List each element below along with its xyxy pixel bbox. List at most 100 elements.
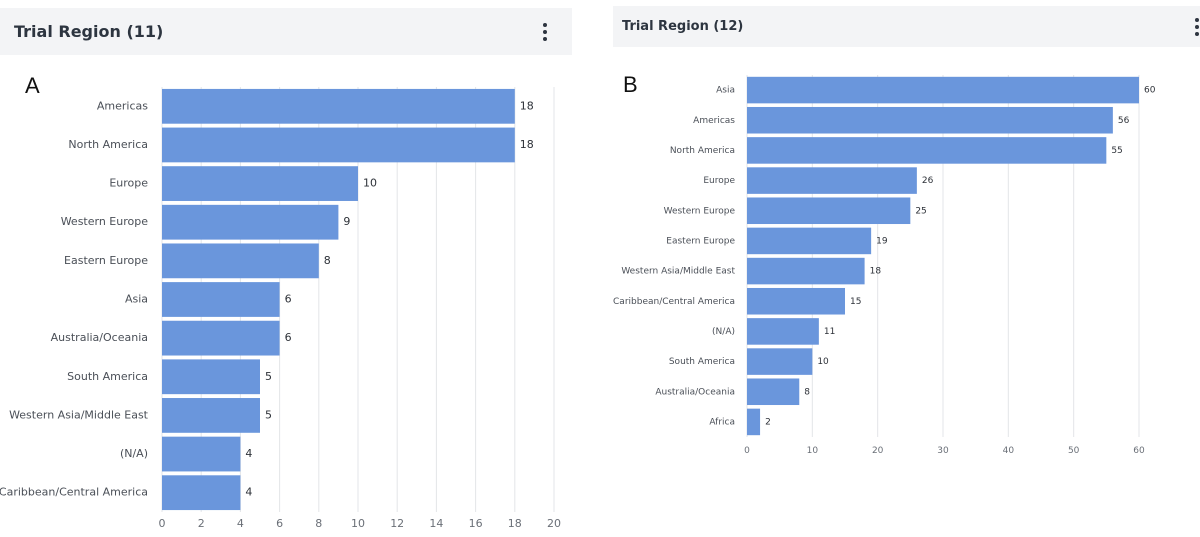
bar	[162, 398, 260, 433]
bar	[162, 204, 339, 240]
data-label: 55	[1111, 146, 1122, 156]
x-tick-label: 20	[547, 517, 561, 530]
x-tick-label: 12	[390, 517, 404, 530]
x-tick-label: 16	[469, 517, 483, 530]
x-tick-label: 14	[429, 517, 443, 530]
category-label: (N/A)	[120, 447, 148, 460]
bar	[747, 197, 911, 225]
category-label: North America	[670, 146, 735, 156]
bar	[162, 88, 515, 124]
data-label: 5	[265, 370, 272, 383]
bar	[747, 137, 1107, 164]
data-label: 25	[915, 206, 926, 216]
x-tick-label: 8	[315, 517, 322, 530]
category-label: Australia/Oceania	[51, 331, 148, 344]
x-tick-label: 10	[807, 446, 819, 456]
category-label: Western Asia/Middle East	[621, 267, 735, 277]
category-label: Americas	[693, 116, 735, 126]
data-label: 6	[285, 293, 292, 306]
category-label: Asia	[125, 293, 148, 306]
data-label: 11	[824, 327, 835, 337]
category-label: Eastern Europe	[64, 254, 148, 267]
x-tick-label: 30	[937, 446, 949, 456]
data-label: 6	[285, 331, 292, 344]
chart-panel-b: Trial Region (12) B 0 10 20 30 40 50 60 Asia 60 A…	[613, 6, 1200, 537]
bar	[747, 257, 865, 285]
data-label: 10	[817, 357, 829, 367]
data-label: 18	[870, 267, 882, 277]
data-label: 18	[520, 138, 534, 151]
category-label: Europe	[109, 177, 148, 190]
bar	[747, 287, 845, 315]
bar	[162, 320, 280, 356]
category-label: (N/A)	[712, 327, 735, 337]
bar	[747, 318, 819, 345]
data-label: 18	[520, 99, 534, 112]
bar	[747, 167, 917, 194]
bar	[747, 408, 761, 436]
data-label: 2	[765, 417, 771, 427]
data-label: 15	[850, 297, 861, 307]
category-label: Western Europe	[61, 215, 149, 228]
bar-chart-b: 0 10 20 30 40 50 60 Asia 60 Americas 56 North Ameri…	[613, 75, 1156, 456]
panel-title: Trial Region (11)	[14, 22, 164, 41]
x-tick-label: 0	[744, 446, 750, 456]
category-label: Western Asia/Middle East	[9, 408, 149, 421]
x-tick-label: 20	[872, 446, 884, 456]
bar	[747, 348, 813, 375]
bar	[162, 436, 241, 472]
bar-chart-a: 0 2 4 6 8 10 12 14 16 18 20 Americas 18 North America…	[0, 87, 562, 530]
bars: Asia 60 Americas 56 North America 55 Europe 26 W…	[613, 76, 1156, 436]
x-axis-ticks: 0 10 20 30 40 50 60	[744, 446, 1145, 456]
more-vertical-icon[interactable]	[536, 8, 554, 55]
panel-title: Trial Region (12)	[622, 19, 744, 34]
panel-header: Trial Region (11)	[0, 8, 572, 55]
data-label: 4	[245, 447, 252, 460]
bar	[162, 282, 280, 317]
data-label: 8	[804, 387, 810, 397]
x-axis-ticks: 0 2 4 6 8 10 12 14 16 18 20	[159, 517, 562, 530]
data-label: 19	[876, 236, 888, 246]
chart-panel-a: Trial Region (11) A 0 2 4 6 8 10 12 14 16 18 20 Ame…	[0, 8, 572, 537]
data-label: 56	[1118, 116, 1130, 126]
category-label: Asia	[716, 86, 735, 96]
bar	[747, 106, 1113, 134]
x-tick-label: 18	[508, 517, 522, 530]
category-label: Europe	[703, 176, 735, 186]
gridlines	[746, 75, 1140, 437]
category-label: Western Europe	[664, 206, 736, 216]
category-label: Australia/Oceania	[655, 387, 735, 397]
bar	[162, 359, 260, 395]
category-label: Caribbean/Central America	[0, 486, 148, 499]
more-vertical-icon[interactable]	[1188, 6, 1200, 47]
data-label: 5	[265, 408, 272, 421]
bar	[162, 166, 358, 201]
category-label: South America	[669, 357, 735, 367]
data-label: 26	[922, 176, 934, 186]
bar	[162, 243, 319, 279]
panel-header: Trial Region (12)	[613, 6, 1200, 47]
x-tick-label: 50	[1068, 446, 1080, 456]
bars: Americas 18 North America 18 Europe 10 Western…	[0, 88, 534, 511]
data-label: 8	[324, 254, 331, 267]
data-label: 4	[245, 486, 252, 499]
panel-letter: A	[25, 73, 40, 98]
category-label: Americas	[97, 99, 148, 112]
x-tick-label: 0	[159, 517, 166, 530]
data-label: 10	[363, 177, 377, 190]
category-label: Africa	[709, 417, 735, 427]
bar	[747, 76, 1139, 104]
x-tick-label: 10	[351, 517, 365, 530]
category-label: Eastern Europe	[666, 236, 735, 246]
category-label: South America	[67, 370, 148, 383]
bar	[747, 378, 800, 406]
x-tick-label: 6	[276, 517, 283, 530]
x-tick-label: 2	[198, 517, 205, 530]
x-tick-label: 60	[1133, 446, 1145, 456]
x-tick-label: 4	[237, 517, 244, 530]
panel-letter: B	[623, 72, 638, 97]
bar	[162, 475, 241, 511]
data-label: 9	[343, 215, 350, 228]
data-label: 60	[1144, 86, 1156, 96]
bar	[162, 127, 515, 163]
